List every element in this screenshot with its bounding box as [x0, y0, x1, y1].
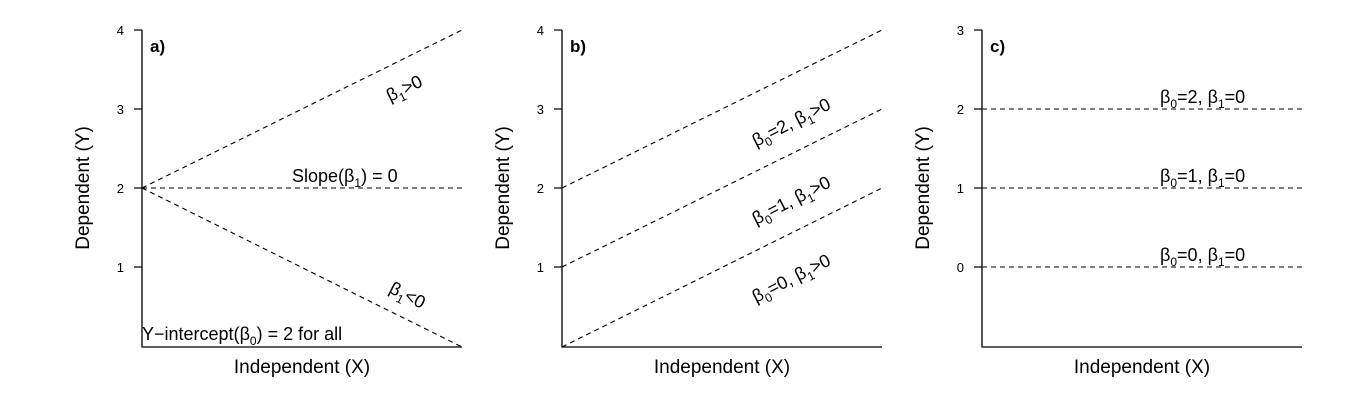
panel-a-ytick-label: 2 [117, 181, 124, 196]
panel-a-annotation: β1<0 [384, 278, 428, 316]
panel-c: 0 1 2 3 c) Independent (X) Dependent (Y)… [913, 23, 1302, 378]
panel-c-annotation: β0=2, β1=0 [1160, 87, 1245, 111]
panel-a-ytick-label: 4 [117, 23, 124, 38]
panel-a-line-negative-slope [141, 187, 463, 348]
panel-b-annotation: β0=1, β1>0 [749, 172, 836, 232]
panel-a-ylabel: Dependent (Y) [73, 126, 94, 250]
panel-c-ytick-label: 3 [957, 23, 964, 38]
panel-b-axis-frame [561, 30, 882, 348]
panel-a-ytick-label: 3 [117, 102, 124, 117]
panel-a-label: a) [150, 37, 165, 56]
panel-c-ytick-label: 2 [957, 102, 964, 117]
panel-b: 1 2 3 4 b) Independent (X) Dependent (Y)… [493, 23, 883, 378]
panel-c-ytick-label: 0 [957, 260, 964, 275]
panel-a-axis-frame [141, 30, 462, 348]
panel-c-axis-frame [981, 30, 1302, 348]
panel-b-label: b) [570, 37, 586, 56]
panel-b-ytick-label: 4 [537, 23, 544, 38]
panel-b-line-intercept-0 [561, 187, 883, 348]
panel-b-line-intercept-2 [561, 29, 883, 189]
panel-c-annotation: β0=0, β1=0 [1160, 245, 1245, 269]
panel-b-ylabel: Dependent (Y) [493, 126, 514, 250]
panel-c-annotation: β0=1, β1=0 [1160, 166, 1245, 190]
panel-a: 1 2 3 4 a) Independent (X) Dependent (Y)… [73, 23, 463, 378]
panel-a-annotation: Slope(β1) = 0 [292, 166, 398, 190]
panel-a-annotation: β1>0 [383, 71, 427, 109]
panel-c-xlabel: Independent (X) [1074, 357, 1210, 378]
panel-a-ytick-label: 1 [117, 260, 124, 275]
panel-a-annotation: Y−intercept(β0) = 2 for all [142, 324, 342, 348]
panel-b-ytick-label: 1 [537, 260, 544, 275]
panel-c-ylabel: Dependent (Y) [913, 126, 934, 250]
panel-b-annotation: β0=2, β1>0 [749, 94, 836, 154]
panel-a-line-positive-slope [141, 29, 463, 189]
panel-a-xlabel: Independent (X) [234, 357, 370, 378]
panel-b-annotation: β0=0, β1>0 [749, 250, 836, 310]
panel-c-label: c) [990, 37, 1005, 56]
panel-b-line-intercept-1 [561, 108, 883, 268]
panel-c-ytick-label: 1 [957, 181, 964, 196]
panel-b-ytick-label: 2 [537, 181, 544, 196]
panel-b-xlabel: Independent (X) [654, 357, 790, 378]
panel-b-ytick-label: 3 [537, 102, 544, 117]
